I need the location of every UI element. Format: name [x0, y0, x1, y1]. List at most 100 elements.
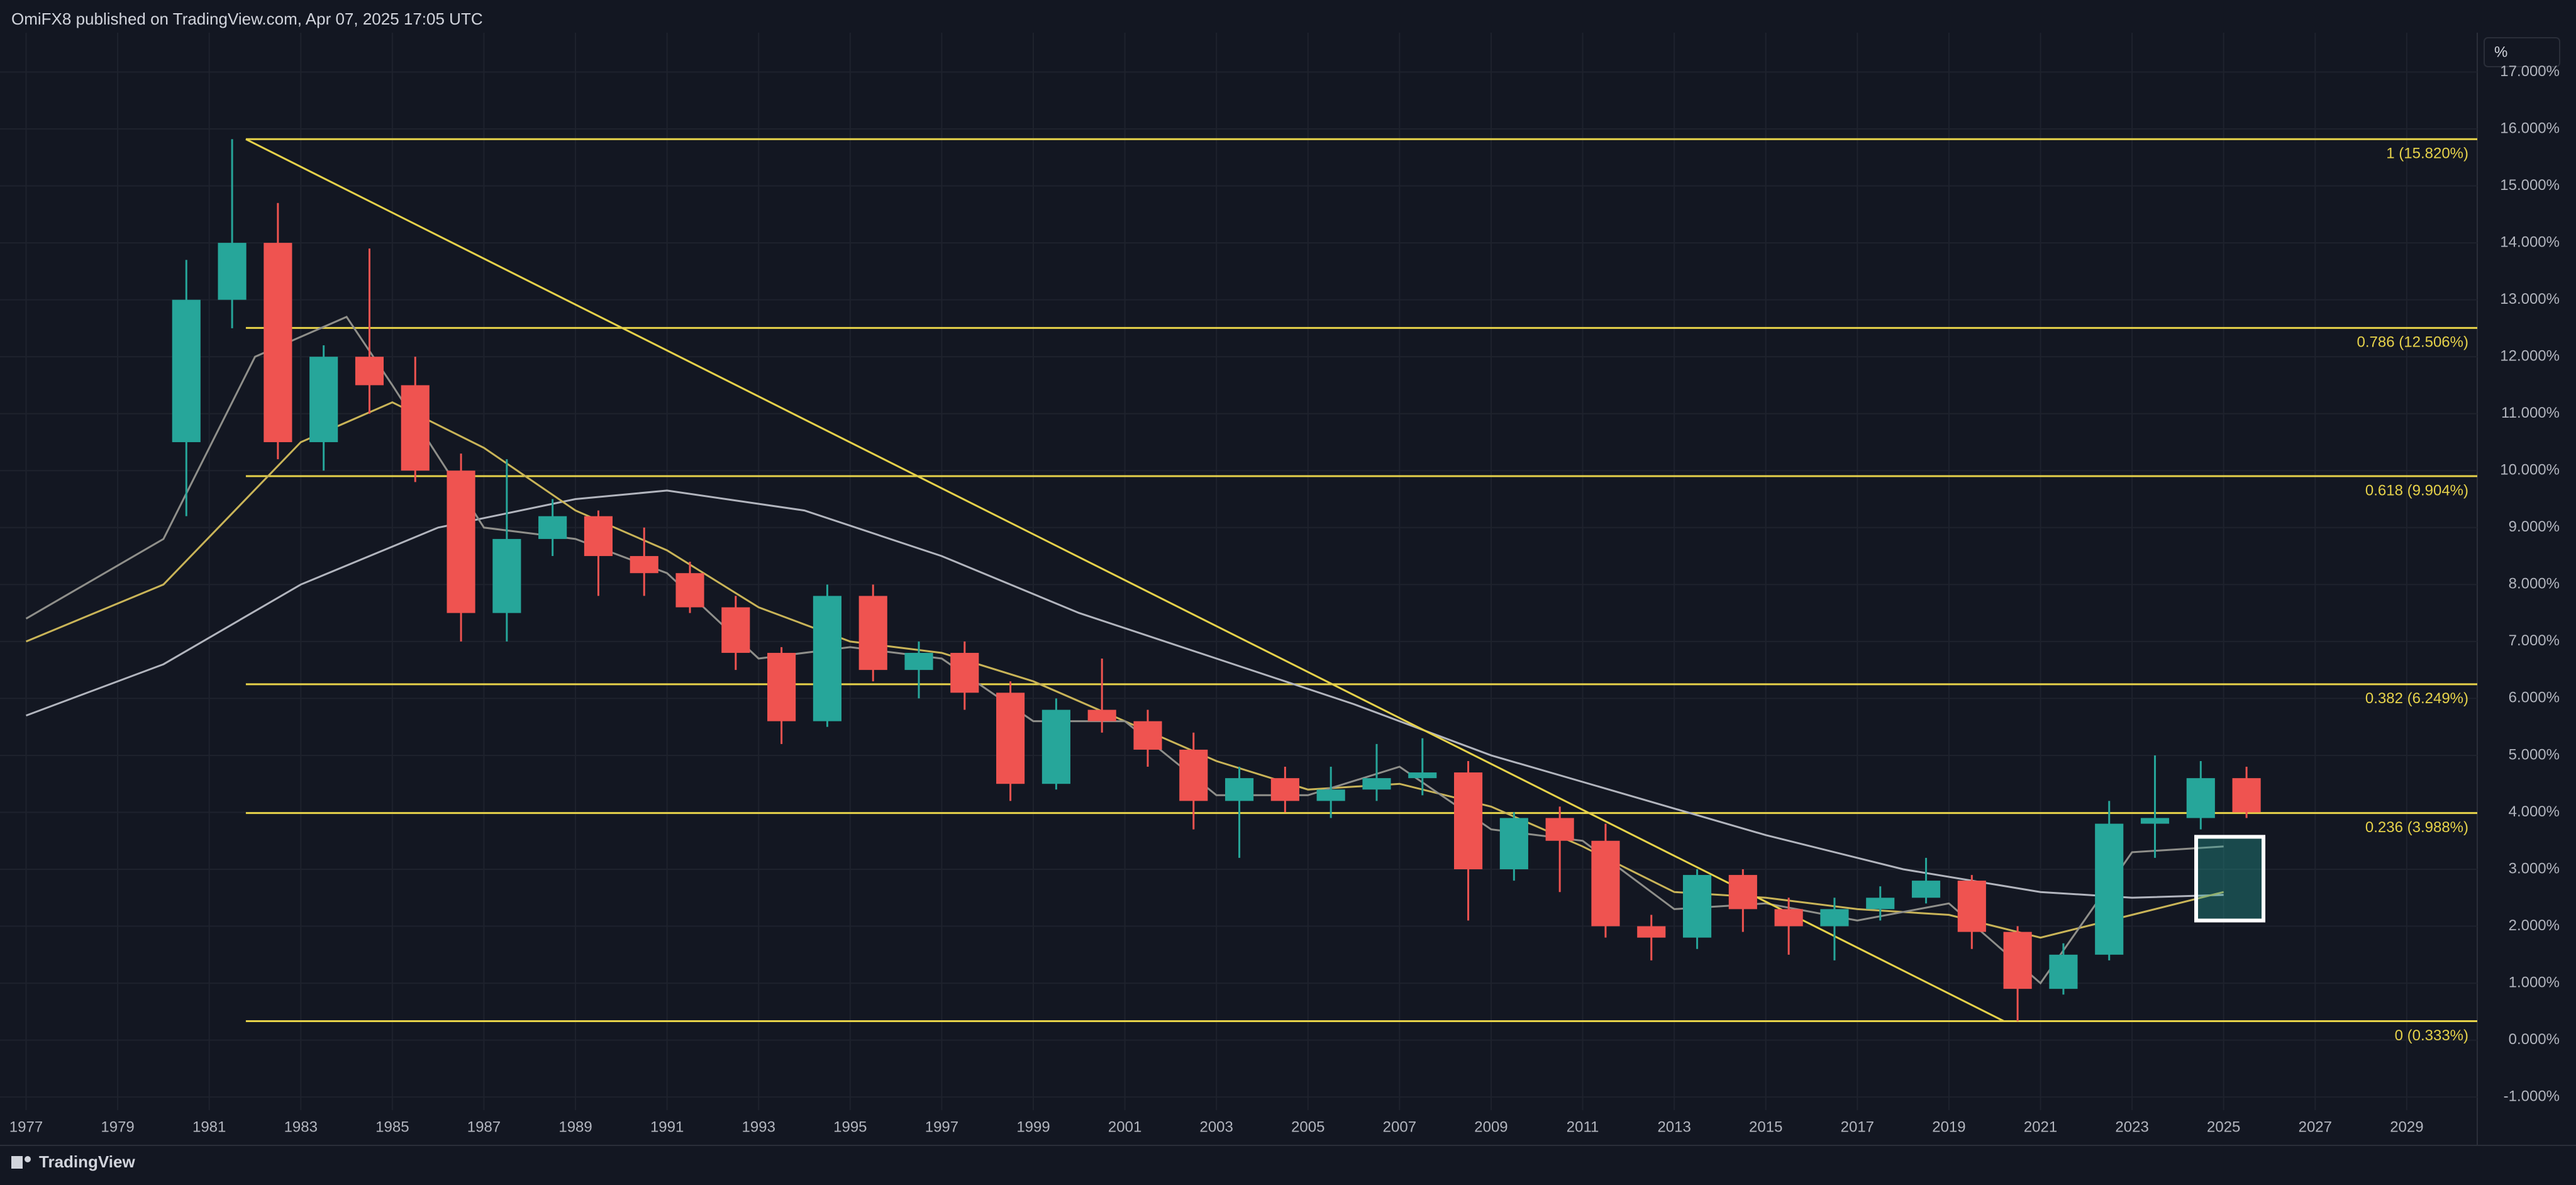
x-tick-label: 1995 — [833, 1118, 867, 1135]
candle-body — [584, 516, 613, 557]
fib-label: 1 (15.820%) — [2386, 145, 2468, 162]
fib-label: 0.618 (9.904%) — [2365, 482, 2468, 499]
candle-body — [1911, 881, 1941, 898]
highlight-box — [2194, 835, 2266, 923]
x-tick-label: 2003 — [1199, 1118, 1233, 1135]
candle-body — [1637, 926, 1666, 938]
x-tick-label: 1999 — [1016, 1118, 1050, 1135]
candle-body — [904, 652, 933, 670]
x-tick-label: 1979 — [101, 1118, 134, 1135]
x-tick-label: 1977 — [9, 1118, 43, 1135]
footer-text: TradingView — [39, 1152, 135, 1171]
x-tick-label: 2021 — [2024, 1118, 2057, 1135]
candle-body — [1179, 749, 1208, 801]
header-text: OmiFX8 published on TradingView.com, Apr… — [11, 9, 483, 28]
logo — [11, 1156, 31, 1169]
x-tick-label: 2023 — [2115, 1118, 2148, 1135]
candle-body — [1591, 840, 1620, 926]
x-tick-label: 1981 — [192, 1118, 226, 1135]
candle-body — [1820, 909, 1849, 926]
y-tick-label: 12.000% — [2500, 348, 2560, 365]
candle-body — [1774, 909, 1803, 926]
candle-body — [858, 596, 887, 670]
candle-body — [538, 516, 567, 539]
x-tick-label: 2001 — [1108, 1118, 1141, 1135]
x-tick-label: 1983 — [284, 1118, 318, 1135]
candle-body — [813, 596, 841, 721]
candle-body — [2003, 932, 2032, 989]
x-tick-label: 1985 — [375, 1118, 409, 1135]
candle-body — [767, 652, 796, 721]
unit-box — [2484, 37, 2560, 67]
candle-body — [950, 652, 979, 693]
y-tick-label: 9.000% — [2509, 518, 2560, 535]
fib-label: 0.382 (6.249%) — [2365, 690, 2468, 707]
x-tick-label: 1989 — [558, 1118, 592, 1135]
candle-body — [401, 385, 430, 471]
x-tick-label: 2011 — [1567, 1118, 1599, 1135]
y-tick-label: 6.000% — [2509, 689, 2560, 706]
x-tick-label: 2025 — [2207, 1118, 2240, 1135]
candle-body — [1682, 875, 1712, 938]
y-tick-label: 13.000% — [2500, 291, 2560, 308]
y-tick-label: 7.000% — [2509, 632, 2560, 649]
x-tick-label: 2009 — [1474, 1118, 1507, 1135]
candle-body — [355, 357, 384, 386]
x-tick-label: 2007 — [1383, 1118, 1416, 1135]
fib-label: 0 (0.333%) — [2395, 1027, 2468, 1044]
candle-body — [218, 243, 247, 300]
candle-body — [1545, 818, 1574, 841]
y-tick-label: 15.000% — [2500, 177, 2560, 194]
candle-body — [1408, 772, 1437, 779]
candle-body — [1087, 709, 1116, 721]
candle-body — [492, 538, 521, 613]
candle-body — [2049, 954, 2078, 989]
candle-body — [1270, 778, 1299, 801]
y-tick-label: 8.000% — [2509, 576, 2560, 592]
moving-average — [25, 401, 2224, 939]
candle-body — [1454, 772, 1483, 870]
x-tick-label: 2029 — [2390, 1118, 2423, 1135]
trend-line — [245, 138, 2004, 1022]
candle-body — [309, 357, 338, 442]
logo-mark — [25, 1156, 31, 1162]
fib-label: 0.236 (3.988%) — [2365, 819, 2468, 836]
candle-body — [675, 573, 704, 608]
unit-label: % — [2494, 43, 2507, 60]
candle-body — [1866, 898, 1895, 910]
logo-mark — [11, 1156, 23, 1169]
moving-average — [25, 315, 2224, 985]
candle-body — [630, 556, 658, 574]
y-tick-label: 17.000% — [2500, 63, 2560, 80]
candle-body — [1728, 875, 1757, 910]
y-tick-label: 14.000% — [2500, 233, 2560, 250]
x-tick-label: 2019 — [1932, 1118, 1965, 1135]
candle-body — [2140, 818, 2170, 824]
y-tick-label: 5.000% — [2509, 746, 2560, 763]
candle-body — [1499, 818, 1528, 870]
candle-body — [2095, 823, 2124, 955]
y-tick-label: 2.000% — [2509, 917, 2560, 934]
candle-body — [2232, 778, 2261, 813]
y-tick-label: 4.000% — [2509, 803, 2560, 820]
y-tick-label: -1.000% — [2504, 1088, 2560, 1105]
y-tick-label: 0.000% — [2509, 1031, 2560, 1048]
candle-body — [172, 299, 201, 442]
y-tick-label: 1.000% — [2509, 974, 2560, 991]
x-tick-label: 2015 — [1749, 1118, 1782, 1135]
candle-body — [264, 243, 292, 442]
candle-body — [1957, 881, 1986, 932]
x-tick-label: 1993 — [742, 1118, 775, 1135]
x-tick-label: 2005 — [1291, 1118, 1324, 1135]
candle-body — [2186, 778, 2215, 818]
x-tick-label: 1991 — [650, 1118, 684, 1135]
x-tick-label: 2017 — [1841, 1118, 1874, 1135]
x-tick-label: 2013 — [1657, 1118, 1690, 1135]
candle-body — [1133, 721, 1162, 750]
fib-label: 0.786 (12.506%) — [2357, 334, 2468, 351]
candle-body — [721, 607, 750, 653]
y-tick-label: 10.000% — [2500, 462, 2560, 479]
